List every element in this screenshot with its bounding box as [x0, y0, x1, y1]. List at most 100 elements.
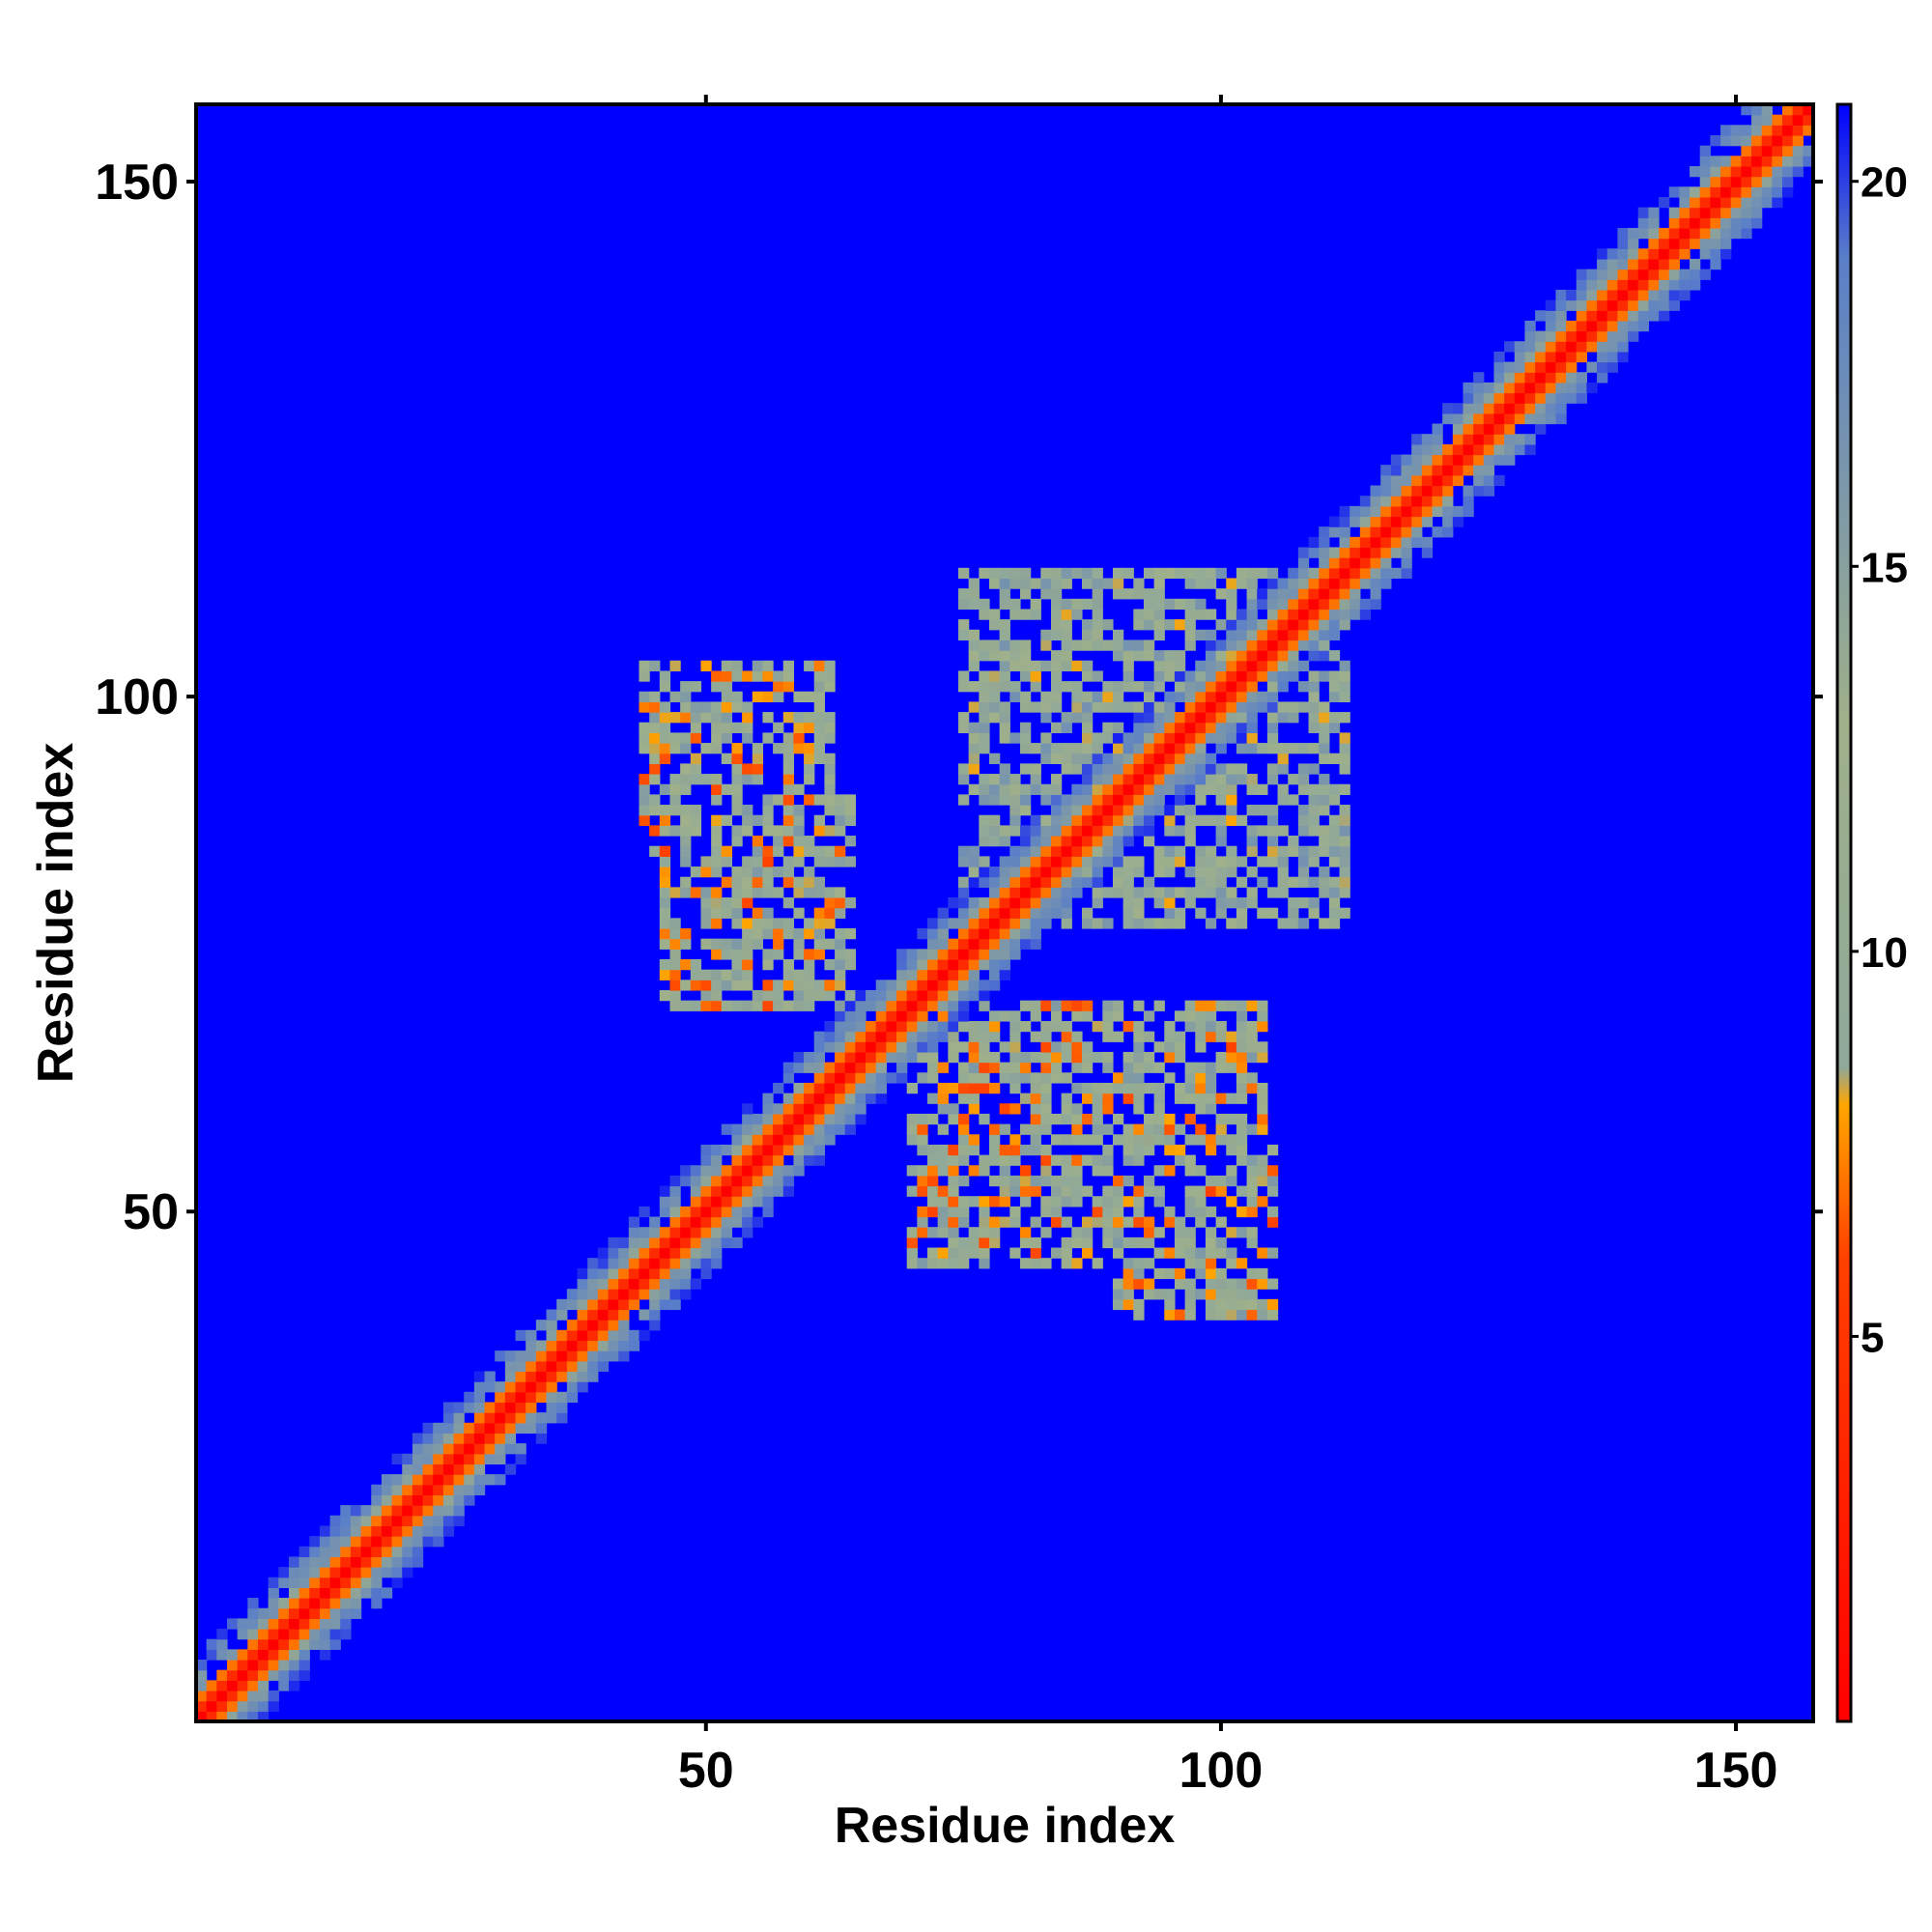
heatmap-cell	[216, 1669, 228, 1681]
heatmap-cell	[1071, 867, 1083, 878]
heatmap-cell	[711, 1154, 723, 1166]
heatmap-cell	[1184, 681, 1196, 693]
heatmap-cell	[731, 1206, 743, 1218]
heatmap-cell	[1266, 1278, 1279, 1290]
heatmap-cell	[381, 1505, 393, 1517]
heatmap-cell	[1411, 454, 1423, 466]
heatmap-cell	[329, 1556, 341, 1568]
heatmap-cell	[1050, 836, 1063, 847]
heatmap-cell	[731, 907, 743, 919]
heatmap-cell	[1174, 1247, 1186, 1259]
heatmap-cell	[1030, 660, 1041, 672]
x-tick-label: 100	[1179, 1743, 1264, 1799]
heatmap-cell	[268, 1690, 279, 1702]
heatmap-cell	[906, 1165, 918, 1177]
heatmap-cell	[927, 1020, 939, 1033]
heatmap-cell	[1277, 825, 1289, 837]
heatmap-cell	[1164, 1134, 1176, 1146]
heatmap-cell	[1050, 783, 1063, 795]
heatmap-cell	[237, 1660, 248, 1671]
heatmap-cell	[1205, 1185, 1217, 1197]
heatmap-cell	[257, 1638, 270, 1650]
heatmap-cell	[669, 1175, 681, 1187]
heatmap-cell	[206, 1649, 217, 1661]
heatmap-cell	[247, 1660, 259, 1671]
heatmap-cell	[1246, 609, 1258, 620]
heatmap-cell	[495, 1402, 506, 1413]
heatmap-cell	[1566, 289, 1577, 301]
heatmap-cell	[1050, 660, 1063, 672]
heatmap-cell	[473, 1474, 486, 1486]
heatmap-cell	[442, 1443, 455, 1455]
heatmap-cell	[742, 814, 753, 826]
heatmap-cell	[1432, 496, 1443, 507]
heatmap-cell	[1174, 1041, 1186, 1053]
heatmap-cell	[1288, 712, 1299, 724]
heatmap-cell	[999, 867, 1010, 878]
heatmap-cell	[906, 969, 918, 980]
heatmap-cell	[1050, 650, 1063, 662]
heatmap-cell	[1319, 774, 1330, 785]
heatmap-cell	[1606, 248, 1619, 260]
heatmap-cell	[1226, 1165, 1237, 1177]
heatmap-cell	[999, 1185, 1010, 1197]
heatmap-cell	[927, 1247, 939, 1259]
heatmap-cell	[1668, 248, 1680, 260]
heatmap-cell	[639, 1227, 650, 1238]
heatmap-cell	[1226, 619, 1237, 631]
heatmap-cell	[1205, 1278, 1217, 1290]
heatmap-cell	[360, 1546, 372, 1557]
heatmap-cell	[742, 887, 753, 898]
heatmap-cell	[1122, 1278, 1134, 1290]
heatmap-cell	[566, 1360, 579, 1373]
heatmap-cell	[1050, 1000, 1063, 1011]
heatmap-cell	[1102, 845, 1114, 857]
heatmap-cell	[1092, 918, 1103, 929]
heatmap-cell	[1617, 289, 1629, 301]
heatmap-cell	[1195, 1010, 1207, 1022]
heatmap-cell	[855, 989, 867, 1002]
x-axis-ticks: 50 100 150	[678, 95, 1777, 1799]
heatmap-cell	[989, 1236, 1001, 1249]
heatmap-cell	[968, 845, 980, 857]
heatmap-cell	[1184, 670, 1196, 682]
heatmap-cell	[958, 1123, 970, 1135]
heatmap-cell	[1153, 1227, 1165, 1238]
heatmap-cell	[855, 1082, 867, 1094]
heatmap-cell	[1081, 845, 1094, 857]
heatmap-cell	[917, 1041, 928, 1053]
heatmap-cell	[1597, 299, 1608, 311]
heatmap-cell	[1308, 619, 1320, 631]
heatmap-cell	[1566, 320, 1577, 332]
heatmap-cell	[680, 814, 692, 826]
heatmap-cell	[649, 805, 661, 816]
heatmap-cell	[1463, 465, 1474, 476]
heatmap-cell	[1679, 269, 1690, 280]
heatmap-cell	[526, 1371, 537, 1382]
heatmap-cell	[1040, 1041, 1052, 1053]
heatmap-cell	[1576, 299, 1588, 311]
heatmap-cell	[1195, 753, 1207, 764]
heatmap-cell	[1782, 186, 1794, 198]
heatmap-cell	[1195, 774, 1207, 785]
heatmap-cell	[1102, 701, 1114, 713]
heatmap-cell	[804, 887, 815, 898]
heatmap-cell	[958, 1236, 970, 1249]
heatmap-cell	[1226, 629, 1237, 641]
heatmap-cell	[1050, 887, 1063, 898]
heatmap-cell	[824, 1134, 836, 1146]
heatmap-cell	[700, 1258, 712, 1269]
heatmap-cell	[999, 1103, 1010, 1115]
heatmap-cell	[1350, 567, 1361, 580]
heatmap-cell	[690, 722, 702, 734]
heatmap-cell	[309, 1536, 321, 1548]
heatmap-cell	[948, 958, 959, 971]
heatmap-cell	[402, 1567, 413, 1578]
colorbar-tick-label: 20	[1861, 159, 1908, 207]
heatmap-cell	[721, 1216, 733, 1228]
heatmap-cell	[968, 722, 980, 734]
heatmap-cell	[659, 1278, 671, 1290]
heatmap-cell	[1401, 557, 1412, 569]
heatmap-cell	[773, 743, 784, 754]
heatmap-cell	[535, 1320, 548, 1331]
